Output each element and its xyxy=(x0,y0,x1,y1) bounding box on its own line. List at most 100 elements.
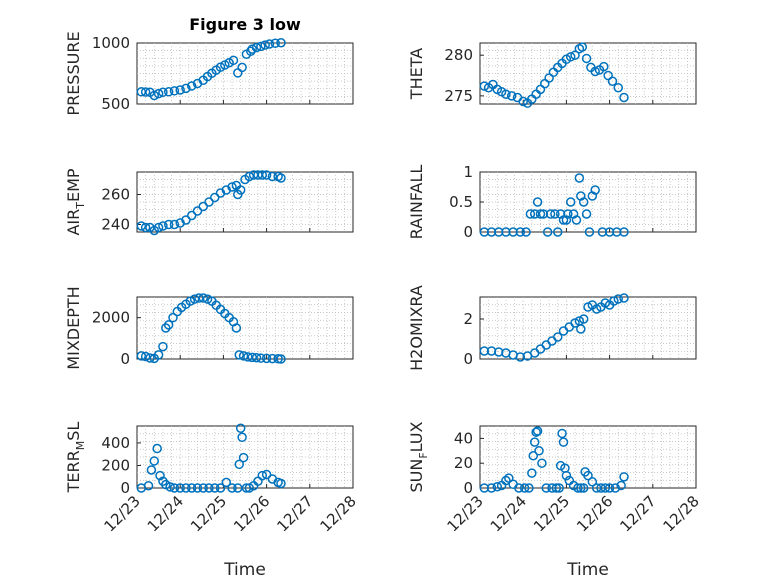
data-point xyxy=(237,432,247,443)
data-point xyxy=(535,209,546,219)
data-point xyxy=(175,85,185,95)
y-tick-label: 0 xyxy=(120,479,130,497)
data-point xyxy=(492,482,503,492)
data-point xyxy=(578,483,589,493)
data-point xyxy=(256,41,266,52)
data-point xyxy=(235,185,246,195)
data-point xyxy=(276,478,286,489)
y-axis-label: H2OMIXRA xyxy=(407,285,426,371)
data-point xyxy=(577,42,587,52)
data-point xyxy=(591,304,602,314)
x-tick-label: 12/26 xyxy=(230,492,273,535)
data-point xyxy=(613,294,623,304)
data-point xyxy=(590,185,600,195)
data-point xyxy=(545,209,556,219)
data-point xyxy=(561,470,572,481)
y-tick-label: 500 xyxy=(101,95,130,113)
y-axis-label: MIXDEPTH xyxy=(64,286,83,369)
data-point xyxy=(529,437,540,447)
data-point xyxy=(518,96,528,107)
data-point xyxy=(260,40,270,50)
data-point xyxy=(541,483,551,493)
data-point xyxy=(136,221,147,231)
data-point xyxy=(264,39,275,49)
data-point xyxy=(192,483,203,493)
data-point xyxy=(565,197,576,207)
data-point xyxy=(168,312,178,323)
data-point xyxy=(198,293,208,303)
data-point xyxy=(609,296,619,306)
data-point xyxy=(528,451,539,461)
data-point xyxy=(251,353,262,363)
data-point xyxy=(181,215,191,225)
data-point xyxy=(257,170,268,180)
data-point xyxy=(479,483,490,493)
data-point xyxy=(604,227,615,237)
x-tick-label: 12/26 xyxy=(573,492,616,535)
data-point xyxy=(514,483,524,493)
data-point xyxy=(169,86,180,96)
y-tick-label: 400 xyxy=(101,434,130,452)
data-point xyxy=(578,197,589,207)
data-point xyxy=(584,227,595,237)
data-point xyxy=(221,477,232,488)
y-tick-label: 0 xyxy=(463,350,473,368)
data-point xyxy=(158,341,168,352)
data-point xyxy=(619,92,629,103)
data-point xyxy=(619,227,629,237)
data-point xyxy=(527,468,537,478)
x-axis-label-right: Time xyxy=(566,560,609,580)
subplot-air: 240 260 AIRTEMP xyxy=(64,168,354,236)
y-tick-label: 1 xyxy=(463,163,473,181)
data-point xyxy=(581,209,592,219)
y-tick-label: 2000 xyxy=(92,309,130,327)
data-point xyxy=(551,483,562,493)
data-point xyxy=(493,227,504,237)
data-point xyxy=(165,482,175,492)
data-point xyxy=(587,477,598,487)
y-axis-label: PRESSURE xyxy=(64,31,83,115)
data-point xyxy=(574,173,585,183)
data-point xyxy=(534,446,544,456)
data-point xyxy=(153,88,164,99)
data-point xyxy=(508,227,518,237)
data-point xyxy=(504,473,514,483)
data-point xyxy=(198,201,208,212)
data-point xyxy=(599,61,609,72)
data-point xyxy=(186,483,197,493)
data-point xyxy=(576,483,586,493)
data-point xyxy=(169,219,180,230)
x-tick-label: 12/23 xyxy=(444,492,487,535)
y-tick-label: 40 xyxy=(454,429,473,447)
data-point xyxy=(194,293,204,303)
y-tick-label: 0 xyxy=(463,223,473,241)
data-point xyxy=(227,182,237,192)
data-point xyxy=(234,459,244,470)
subplot-rainfall: 0 0.5 1 RAINFALL xyxy=(407,163,697,241)
data-point xyxy=(175,483,185,493)
figure-title: Figure 3 low xyxy=(189,15,301,34)
data-point xyxy=(204,197,214,207)
data-point xyxy=(273,354,283,364)
x-tick-label: 12/28 xyxy=(317,492,360,535)
y-tick-label: 20 xyxy=(454,454,473,472)
data-point xyxy=(276,173,286,183)
data-point xyxy=(276,38,286,48)
data-point xyxy=(149,90,160,101)
data-point xyxy=(237,62,247,73)
data-point xyxy=(140,87,151,97)
data-point xyxy=(604,483,615,493)
data-point xyxy=(186,210,197,221)
data-point xyxy=(149,456,160,466)
data-point xyxy=(550,209,560,219)
data-point xyxy=(616,480,626,491)
data-point xyxy=(261,353,272,364)
data-point xyxy=(501,475,511,486)
data-point xyxy=(267,171,278,182)
data-point xyxy=(186,81,197,91)
y-tick-label: 0.5 xyxy=(449,193,473,211)
y-tick-label: 200 xyxy=(101,456,130,474)
data-point xyxy=(189,294,200,304)
data-point xyxy=(532,426,543,436)
data-point xyxy=(515,227,526,237)
